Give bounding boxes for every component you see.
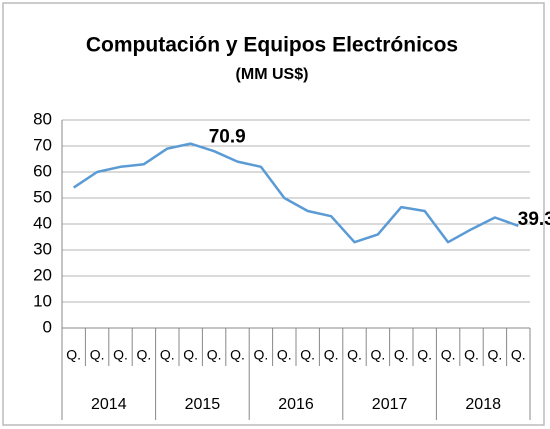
x-tick-label: Q.	[230, 347, 245, 363]
x-tick-label: Q.	[207, 347, 222, 363]
chart-title: Computación y Equipos Electrónicos	[86, 34, 458, 57]
x-tick-label: Q.	[417, 347, 432, 363]
year-label: 2015	[185, 396, 221, 413]
x-tick-label: Q.	[347, 347, 362, 363]
x-tick-label: Q.	[277, 347, 292, 363]
x-tick-label: Q.	[254, 347, 269, 363]
chart-subtitle: (MM US$)	[236, 66, 309, 83]
y-tick-label: 70	[33, 135, 52, 154]
x-tick-label: Q.	[183, 347, 198, 363]
y-tick-label: 40	[33, 213, 52, 232]
y-tick-label: 80	[33, 109, 52, 128]
x-tick-label: Q.	[137, 347, 152, 363]
x-tick-label: Q.	[66, 347, 81, 363]
x-tick-label: Q.	[371, 347, 386, 363]
x-tick-label: Q.	[464, 347, 479, 363]
x-tick-label: Q.	[113, 347, 128, 363]
year-label: 2018	[465, 396, 501, 413]
x-tick-label: Q.	[511, 347, 526, 363]
data-label: 70.9	[209, 127, 246, 148]
y-tick-label: 20	[33, 265, 52, 284]
x-tick-label: Q.	[300, 347, 315, 363]
x-tick-label: Q.	[90, 347, 105, 363]
year-label: 2016	[278, 396, 314, 413]
y-tick-label: 50	[33, 187, 52, 206]
x-tick-label: Q.	[394, 347, 409, 363]
y-tick-label: 0	[43, 317, 52, 336]
x-tick-label: Q.	[324, 347, 339, 363]
x-tick-label: Q.	[160, 347, 175, 363]
year-label: 2014	[91, 396, 127, 413]
data-line	[73, 142, 519, 244]
chart-frame	[2, 2, 545, 426]
y-tick-label: 60	[33, 161, 52, 180]
year-label: 2017	[372, 396, 408, 413]
y-tick-label: 10	[33, 291, 52, 310]
x-tick-label: Q.	[488, 347, 503, 363]
y-tick-label: 30	[33, 239, 52, 258]
x-tick-label: Q.	[441, 347, 456, 363]
data-label: 39.3	[518, 209, 550, 230]
